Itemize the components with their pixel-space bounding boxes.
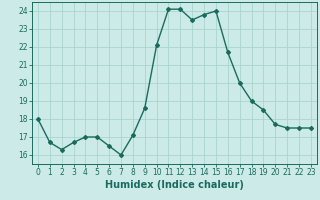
X-axis label: Humidex (Indice chaleur): Humidex (Indice chaleur) xyxy=(105,180,244,190)
